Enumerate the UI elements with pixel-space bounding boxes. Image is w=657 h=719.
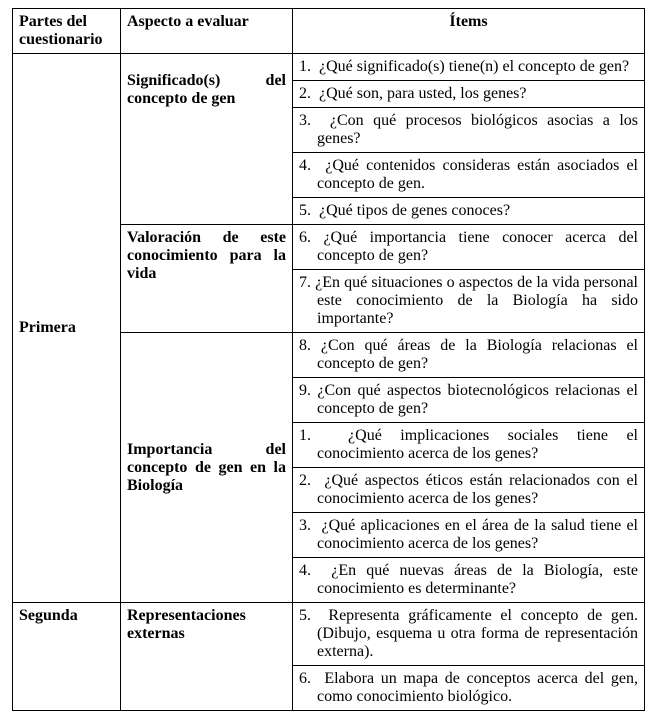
item-1: 1. ¿Qué significado(s) tiene(n) el conce… (299, 58, 638, 76)
item-13: 4. ¿En qué nuevas áreas de la Biología, … (299, 562, 638, 598)
aspecto-importancia: Importancia del concepto de gen en la Bi… (121, 333, 293, 603)
item-15: 6. Elabora un mapa de conceptos acerca d… (299, 670, 638, 706)
item-cell: 2. ¿Qué aspectos éticos están relacionad… (293, 468, 645, 513)
item-2: 2. ¿Qué son, para usted, los genes? (299, 85, 638, 103)
item-cell: 8. ¿Con qué áreas de la Biología relacio… (293, 333, 645, 378)
item-cell: 3. ¿Qué aplicaciones en el área de la sa… (293, 513, 645, 558)
item-cell: 2. ¿Qué son, para usted, los genes? (293, 81, 645, 108)
item-cell: 7. ¿En qué situaciones o aspectos de la … (293, 270, 645, 333)
item-cell: 3. ¿Con qué procesos biológicos asocias … (293, 108, 645, 153)
item-9: 9. ¿Con qué aspectos biotecnológicos rel… (299, 382, 638, 418)
item-6: 6. ¿Qué importancia tiene conocer acerca… (299, 229, 638, 265)
item-11: 2. ¿Qué aspectos éticos están relacionad… (299, 472, 638, 508)
header-items: Ítems (293, 9, 645, 54)
item-10: 1. ¿Qué implicaciones sociales tiene el … (299, 427, 638, 463)
item-14: 5. Representa gráficamente el concepto d… (299, 607, 638, 661)
aspecto-valoracion: Valoración de este conocimiento para la … (121, 225, 293, 333)
table-header-row: Partes del cuestionario Aspecto a evalua… (13, 9, 645, 54)
parte-primera: Primera (13, 54, 121, 603)
item-8: 8. ¿Con qué áreas de la Biología relacio… (299, 337, 638, 373)
item-7: 7. ¿En qué situaciones o aspectos de la … (299, 274, 638, 328)
item-cell: 1. ¿Qué significado(s) tiene(n) el conce… (293, 54, 645, 81)
table-row: Segunda Representaciones externas 5. Rep… (13, 603, 645, 666)
table-row: Primera Significado(s) del concepto de g… (13, 54, 645, 81)
aspecto-representaciones: Representaciones externas (121, 603, 293, 711)
item-cell: 1. ¿Qué implicaciones sociales tiene el … (293, 423, 645, 468)
item-cell: 5. Representa gráficamente el concepto d… (293, 603, 645, 666)
item-cell: 4. ¿En qué nuevas áreas de la Biología, … (293, 558, 645, 603)
item-cell: 5. ¿Qué tipos de genes conoces? (293, 198, 645, 225)
parte-segunda: Segunda (13, 603, 121, 711)
item-cell: 6. Elabora un mapa de conceptos acerca d… (293, 666, 645, 711)
item-4: 4. ¿Qué contenidos consideras están asoc… (299, 157, 638, 193)
item-3: 3. ¿Con qué procesos biológicos asocias … (299, 112, 638, 148)
header-partes: Partes del cuestionario (13, 9, 121, 54)
header-aspecto: Aspecto a evaluar (121, 9, 293, 54)
item-cell: 4. ¿Qué contenidos consideras están asoc… (293, 153, 645, 198)
item-cell: 9. ¿Con qué aspectos biotecnológicos rel… (293, 378, 645, 423)
questionnaire-table: Partes del cuestionario Aspecto a evalua… (12, 8, 645, 711)
item-cell: 6. ¿Qué importancia tiene conocer acerca… (293, 225, 645, 270)
aspecto-significado: Significado(s) del concepto de gen (121, 54, 293, 225)
item-12: 3. ¿Qué aplicaciones en el área de la sa… (299, 517, 638, 553)
item-5: 5. ¿Qué tipos de genes conoces? (299, 202, 638, 220)
